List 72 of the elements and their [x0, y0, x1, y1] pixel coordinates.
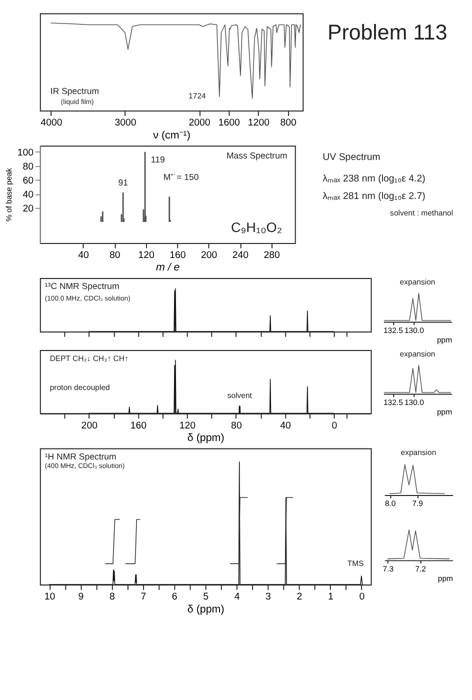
x-tick-label: 2000	[188, 118, 211, 129]
chart-title: ¹³C NMR Spectrum	[44, 280, 120, 291]
annotation: 91	[118, 178, 128, 188]
annotation: 119	[150, 154, 165, 165]
y-axis-title: % of base peak	[4, 168, 14, 222]
x-tick-label: 9	[78, 592, 84, 603]
text: λₘₐₓ 281 nm (log₁₀ε 2.7)	[322, 191, 426, 202]
x-axis-title: δ (ppm)	[187, 603, 224, 616]
annotation: TMS	[347, 559, 364, 568]
x-tick-label: 800	[280, 118, 298, 129]
x-tick-label: 120	[138, 250, 155, 262]
x-tick-label: 4000	[40, 118, 63, 129]
annotation: proton decoupled	[50, 382, 110, 392]
y-tick-label: 60	[22, 175, 34, 186]
annotation: DEPT CH₂↓ CH₃↑ CH↑	[50, 354, 128, 363]
x-tick-label: 1600	[218, 118, 241, 129]
annotation: solvent	[227, 391, 253, 400]
x-axis-title: δ (ppm)	[187, 432, 224, 444]
x-tick-label: 3000	[114, 118, 137, 129]
text: Mass Spectrum	[226, 150, 288, 160]
text: expansion	[400, 349, 436, 358]
x-tick-label: 120	[179, 420, 196, 432]
x-tick-label: 160	[130, 420, 148, 432]
x-tick-label: 10	[44, 592, 56, 603]
x-tick-label: 132.5	[383, 398, 403, 407]
text: expansion	[400, 448, 436, 457]
x-tick-label: 130.0	[404, 326, 425, 335]
x-tick-label: 7.9	[412, 499, 423, 508]
text: λₘₐₓ 238 nm (log₁₀ε 4.2)	[322, 174, 426, 185]
text: Problem 113	[327, 20, 448, 45]
x-tick-label: 40	[78, 250, 90, 262]
x-tick-label: 2	[296, 592, 302, 603]
y-tick-label: 40	[22, 189, 34, 200]
annotation: 1724	[188, 92, 207, 101]
x-tick-label: 6	[172, 592, 178, 603]
text: expansion	[400, 277, 436, 286]
y-tick-label: 80	[22, 161, 34, 172]
chart-title: ¹H NMR Spectrum	[44, 451, 116, 462]
x-tick-label: 7.2	[415, 564, 426, 574]
x-tick-label: 130.0	[404, 398, 425, 407]
x-tick-label: 160	[170, 250, 186, 262]
x-tick-label: 40	[280, 420, 292, 432]
y-tick-label: 20	[22, 203, 34, 214]
x-tick-label: 80	[231, 420, 242, 432]
x-tick-label: 80	[110, 250, 121, 262]
x-tick-label: 0	[359, 592, 366, 603]
x-axis-title: ppm	[436, 408, 452, 417]
x-tick-label: 200	[200, 250, 218, 262]
x-tick-label: 3	[266, 592, 271, 603]
x-tick-label: 8	[109, 592, 115, 603]
x-tick-label: 240	[232, 250, 250, 262]
x-tick-label: 200	[81, 420, 98, 432]
x-tick-label: 7	[140, 592, 146, 603]
x-tick-label: 1	[328, 592, 334, 603]
annotation: C₉H₁₀O₂	[230, 220, 282, 236]
annotation: M⁺˙= 150	[163, 172, 199, 182]
x-tick-label: 0	[332, 420, 338, 432]
x-tick-label: 1200	[248, 118, 270, 129]
x-tick-label: 280	[264, 250, 281, 262]
y-tick-label: 100	[17, 147, 34, 158]
x-axis-title: ppm	[436, 336, 452, 345]
x-tick-label: 5	[203, 592, 209, 603]
x-tick-label: 8.0	[384, 499, 396, 508]
x-axis-title: ν (cm⁻¹)	[153, 129, 190, 142]
x-axis-title: m / e	[156, 262, 180, 274]
x-axis-title: ppm	[438, 574, 454, 584]
x-tick-label: 7.3	[382, 564, 394, 574]
text: solvent : methanol	[390, 208, 454, 218]
x-tick-label: 4	[234, 592, 240, 603]
x-tick-label: 132.5	[383, 326, 403, 335]
text: IR Spectrum	[50, 86, 100, 96]
text: UV Spectrum	[322, 152, 380, 164]
